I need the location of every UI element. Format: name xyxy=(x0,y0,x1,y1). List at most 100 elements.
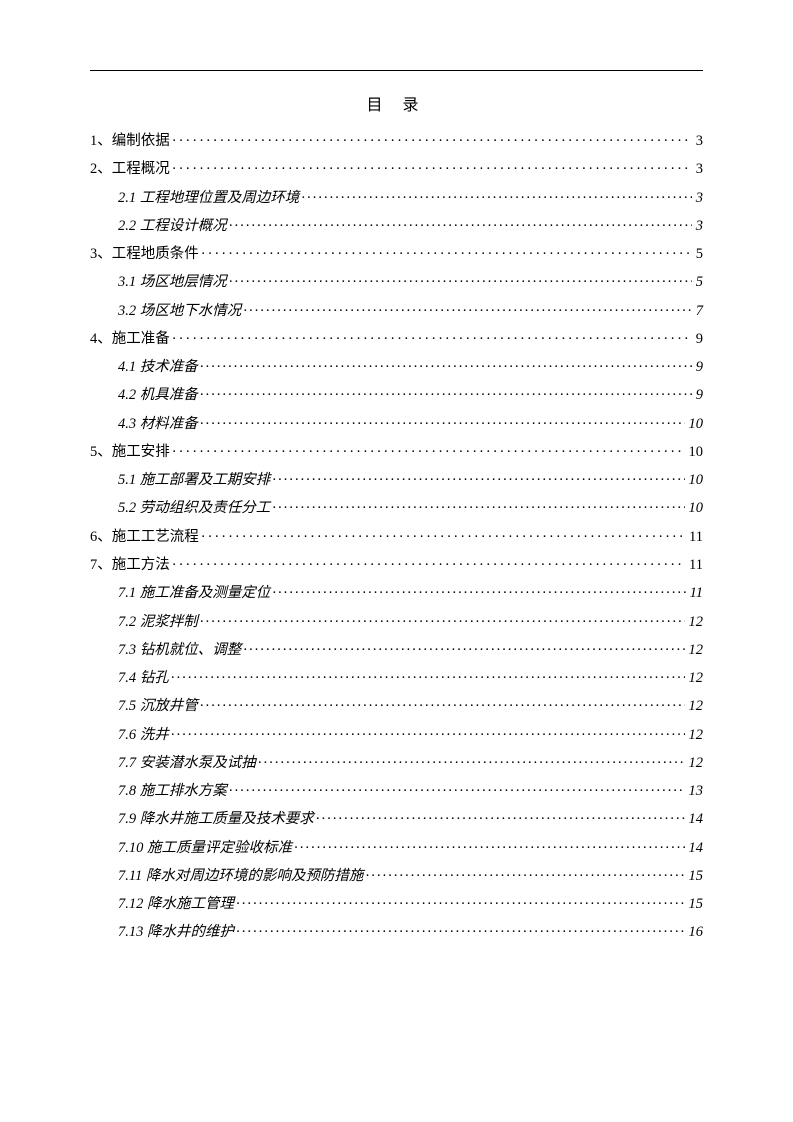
toc-entry-label: 7.9 降水井施工质量及技术要求 xyxy=(118,805,314,833)
toc-entry-page: 3 xyxy=(694,212,703,240)
toc-entry-label: 7.10 施工质量评定验收标准 xyxy=(118,834,292,862)
toc-leader-dots xyxy=(365,862,684,890)
toc-entry: 7.5 沉放井管12 xyxy=(90,692,703,720)
toc-entry-label: 6、施工工艺流程 xyxy=(90,523,199,551)
toc-leader-dots xyxy=(229,268,692,296)
toc-entry-label: 2.1 工程地理位置及周边环境 xyxy=(118,184,299,212)
toc-leader-dots xyxy=(171,664,685,692)
toc-entry-page: 9 xyxy=(694,353,703,381)
toc-entry-page: 12 xyxy=(687,749,704,777)
toc-entry: 2、工程概况3 xyxy=(90,155,703,183)
toc-entry: 1、编制依据 3 xyxy=(90,127,703,155)
toc-entry: 7.10 施工质量评定验收标准 14 xyxy=(90,834,703,862)
toc-entry-label: 3、工程地质条件 xyxy=(90,240,199,268)
toc-entry-page: 12 xyxy=(687,664,704,692)
toc-entry-label: 7.3 钻机就位、调整 xyxy=(118,636,241,664)
toc-leader-dots xyxy=(172,155,692,183)
toc-entry: 4.3 材料准备10 xyxy=(90,410,703,438)
toc-leader-dots xyxy=(201,240,692,268)
toc-leader-dots xyxy=(200,410,685,438)
toc-entry-page: 11 xyxy=(687,551,703,579)
toc-entry-page: 7 xyxy=(694,297,703,325)
toc-leader-dots xyxy=(229,777,685,805)
toc-leader-dots xyxy=(243,636,684,664)
toc-entry-page: 5 xyxy=(694,240,703,268)
toc-entry-page: 11 xyxy=(687,523,703,551)
toc-entry-page: 15 xyxy=(687,862,704,890)
toc-entry-label: 5.1 施工部署及工期安排 xyxy=(118,466,270,494)
toc-entry-page: 5 xyxy=(694,268,703,296)
toc-entry: 7.4 钻孔12 xyxy=(90,664,703,692)
toc-leader-dots xyxy=(229,212,692,240)
toc-entry: 7、施工方法 11 xyxy=(90,551,703,579)
toc-entry: 7.12 降水施工管理 15 xyxy=(90,890,703,918)
toc-entry-page: 14 xyxy=(687,805,704,833)
toc-entry: 3.1 场区地层情况 5 xyxy=(90,268,703,296)
toc-leader-dots xyxy=(172,551,685,579)
toc-entry-label: 1、编制依据 xyxy=(90,127,170,155)
toc-entry-page: 9 xyxy=(694,381,703,409)
toc-entry-page: 13 xyxy=(687,777,704,805)
toc-leader-dots xyxy=(301,184,692,212)
toc-leader-dots xyxy=(200,353,692,381)
toc-entry-page: 3 xyxy=(694,184,703,212)
toc-leader-dots xyxy=(172,127,692,155)
header-rule xyxy=(90,70,703,71)
toc-entry-label: 2.2 工程设计概况 xyxy=(118,212,227,240)
toc-entry-page: 16 xyxy=(687,918,704,946)
toc-entry-page: 9 xyxy=(694,325,703,353)
toc-entry-label: 7.12 降水施工管理 xyxy=(118,890,234,918)
toc-entry: 4.2 机具准备9 xyxy=(90,381,703,409)
toc-leader-dots xyxy=(201,523,685,551)
toc-leader-dots xyxy=(172,325,692,353)
table-of-contents: 1、编制依据32、工程概况32.1 工程地理位置及周边环境32.2 工程设计概况… xyxy=(90,127,703,947)
toc-entry-page: 3 xyxy=(694,127,703,155)
toc-entry-label: 7.11 降水对周边环境的影响及预防措施 xyxy=(118,862,363,890)
toc-entry-label: 7.8 施工排水方案 xyxy=(118,777,227,805)
toc-entry: 7.13 降水井的维护16 xyxy=(90,918,703,946)
toc-leader-dots xyxy=(172,438,685,466)
toc-entry: 4、施工准备9 xyxy=(90,325,703,353)
toc-entry-page: 12 xyxy=(687,721,704,749)
toc-leader-dots xyxy=(200,692,685,720)
toc-entry-label: 7、施工方法 xyxy=(90,551,170,579)
toc-entry-page: 14 xyxy=(687,834,704,862)
toc-entry-label: 7.7 安装潜水泵及试抽 xyxy=(118,749,256,777)
toc-entry: 3.2 场区地下水情况7 xyxy=(90,297,703,325)
toc-entry: 7.3 钻机就位、调整 12 xyxy=(90,636,703,664)
toc-entry-label: 7.6 洗井 xyxy=(118,721,169,749)
toc-entry: 6、施工工艺流程 11 xyxy=(90,523,703,551)
toc-leader-dots xyxy=(236,918,685,946)
toc-entry-page: 10 xyxy=(687,494,704,522)
toc-entry-label: 2、工程概况 xyxy=(90,155,170,183)
toc-entry-page: 10 xyxy=(687,466,704,494)
toc-leader-dots xyxy=(316,805,685,833)
toc-entry-label: 7.2 泥浆拌制 xyxy=(118,608,198,636)
toc-entry: 3、工程地质条件 5 xyxy=(90,240,703,268)
toc-entry: 7.6 洗井 12 xyxy=(90,721,703,749)
toc-entry-label: 4.3 材料准备 xyxy=(118,410,198,438)
toc-leader-dots xyxy=(272,579,685,607)
toc-entry-label: 7.5 沉放井管 xyxy=(118,692,198,720)
toc-leader-dots xyxy=(171,721,685,749)
toc-entry-label: 4.1 技术准备 xyxy=(118,353,198,381)
toc-leader-dots xyxy=(272,494,684,522)
toc-entry: 5、施工安排10 xyxy=(90,438,703,466)
toc-entry: 4.1 技术准备 9 xyxy=(90,353,703,381)
toc-entry: 5.1 施工部署及工期安排 10 xyxy=(90,466,703,494)
toc-entry: 2.2 工程设计概况 3 xyxy=(90,212,703,240)
toc-leader-dots xyxy=(243,297,692,325)
toc-entry: 7.2 泥浆拌制12 xyxy=(90,608,703,636)
toc-leader-dots xyxy=(294,834,685,862)
toc-leader-dots xyxy=(236,890,685,918)
toc-entry: 7.8 施工排水方案 13 xyxy=(90,777,703,805)
toc-entry-page: 15 xyxy=(687,890,704,918)
toc-leader-dots xyxy=(200,608,685,636)
toc-entry-page: 12 xyxy=(687,636,704,664)
toc-entry-label: 5.2 劳动组织及责任分工 xyxy=(118,494,270,522)
toc-entry: 7.11 降水对周边环境的影响及预防措施 15 xyxy=(90,862,703,890)
toc-title: 目 录 xyxy=(90,91,703,115)
toc-entry: 7.7 安装潜水泵及试抽 12 xyxy=(90,749,703,777)
toc-entry-label: 3.1 场区地层情况 xyxy=(118,268,227,296)
toc-entry: 7.1 施工准备及测量定位11 xyxy=(90,579,703,607)
